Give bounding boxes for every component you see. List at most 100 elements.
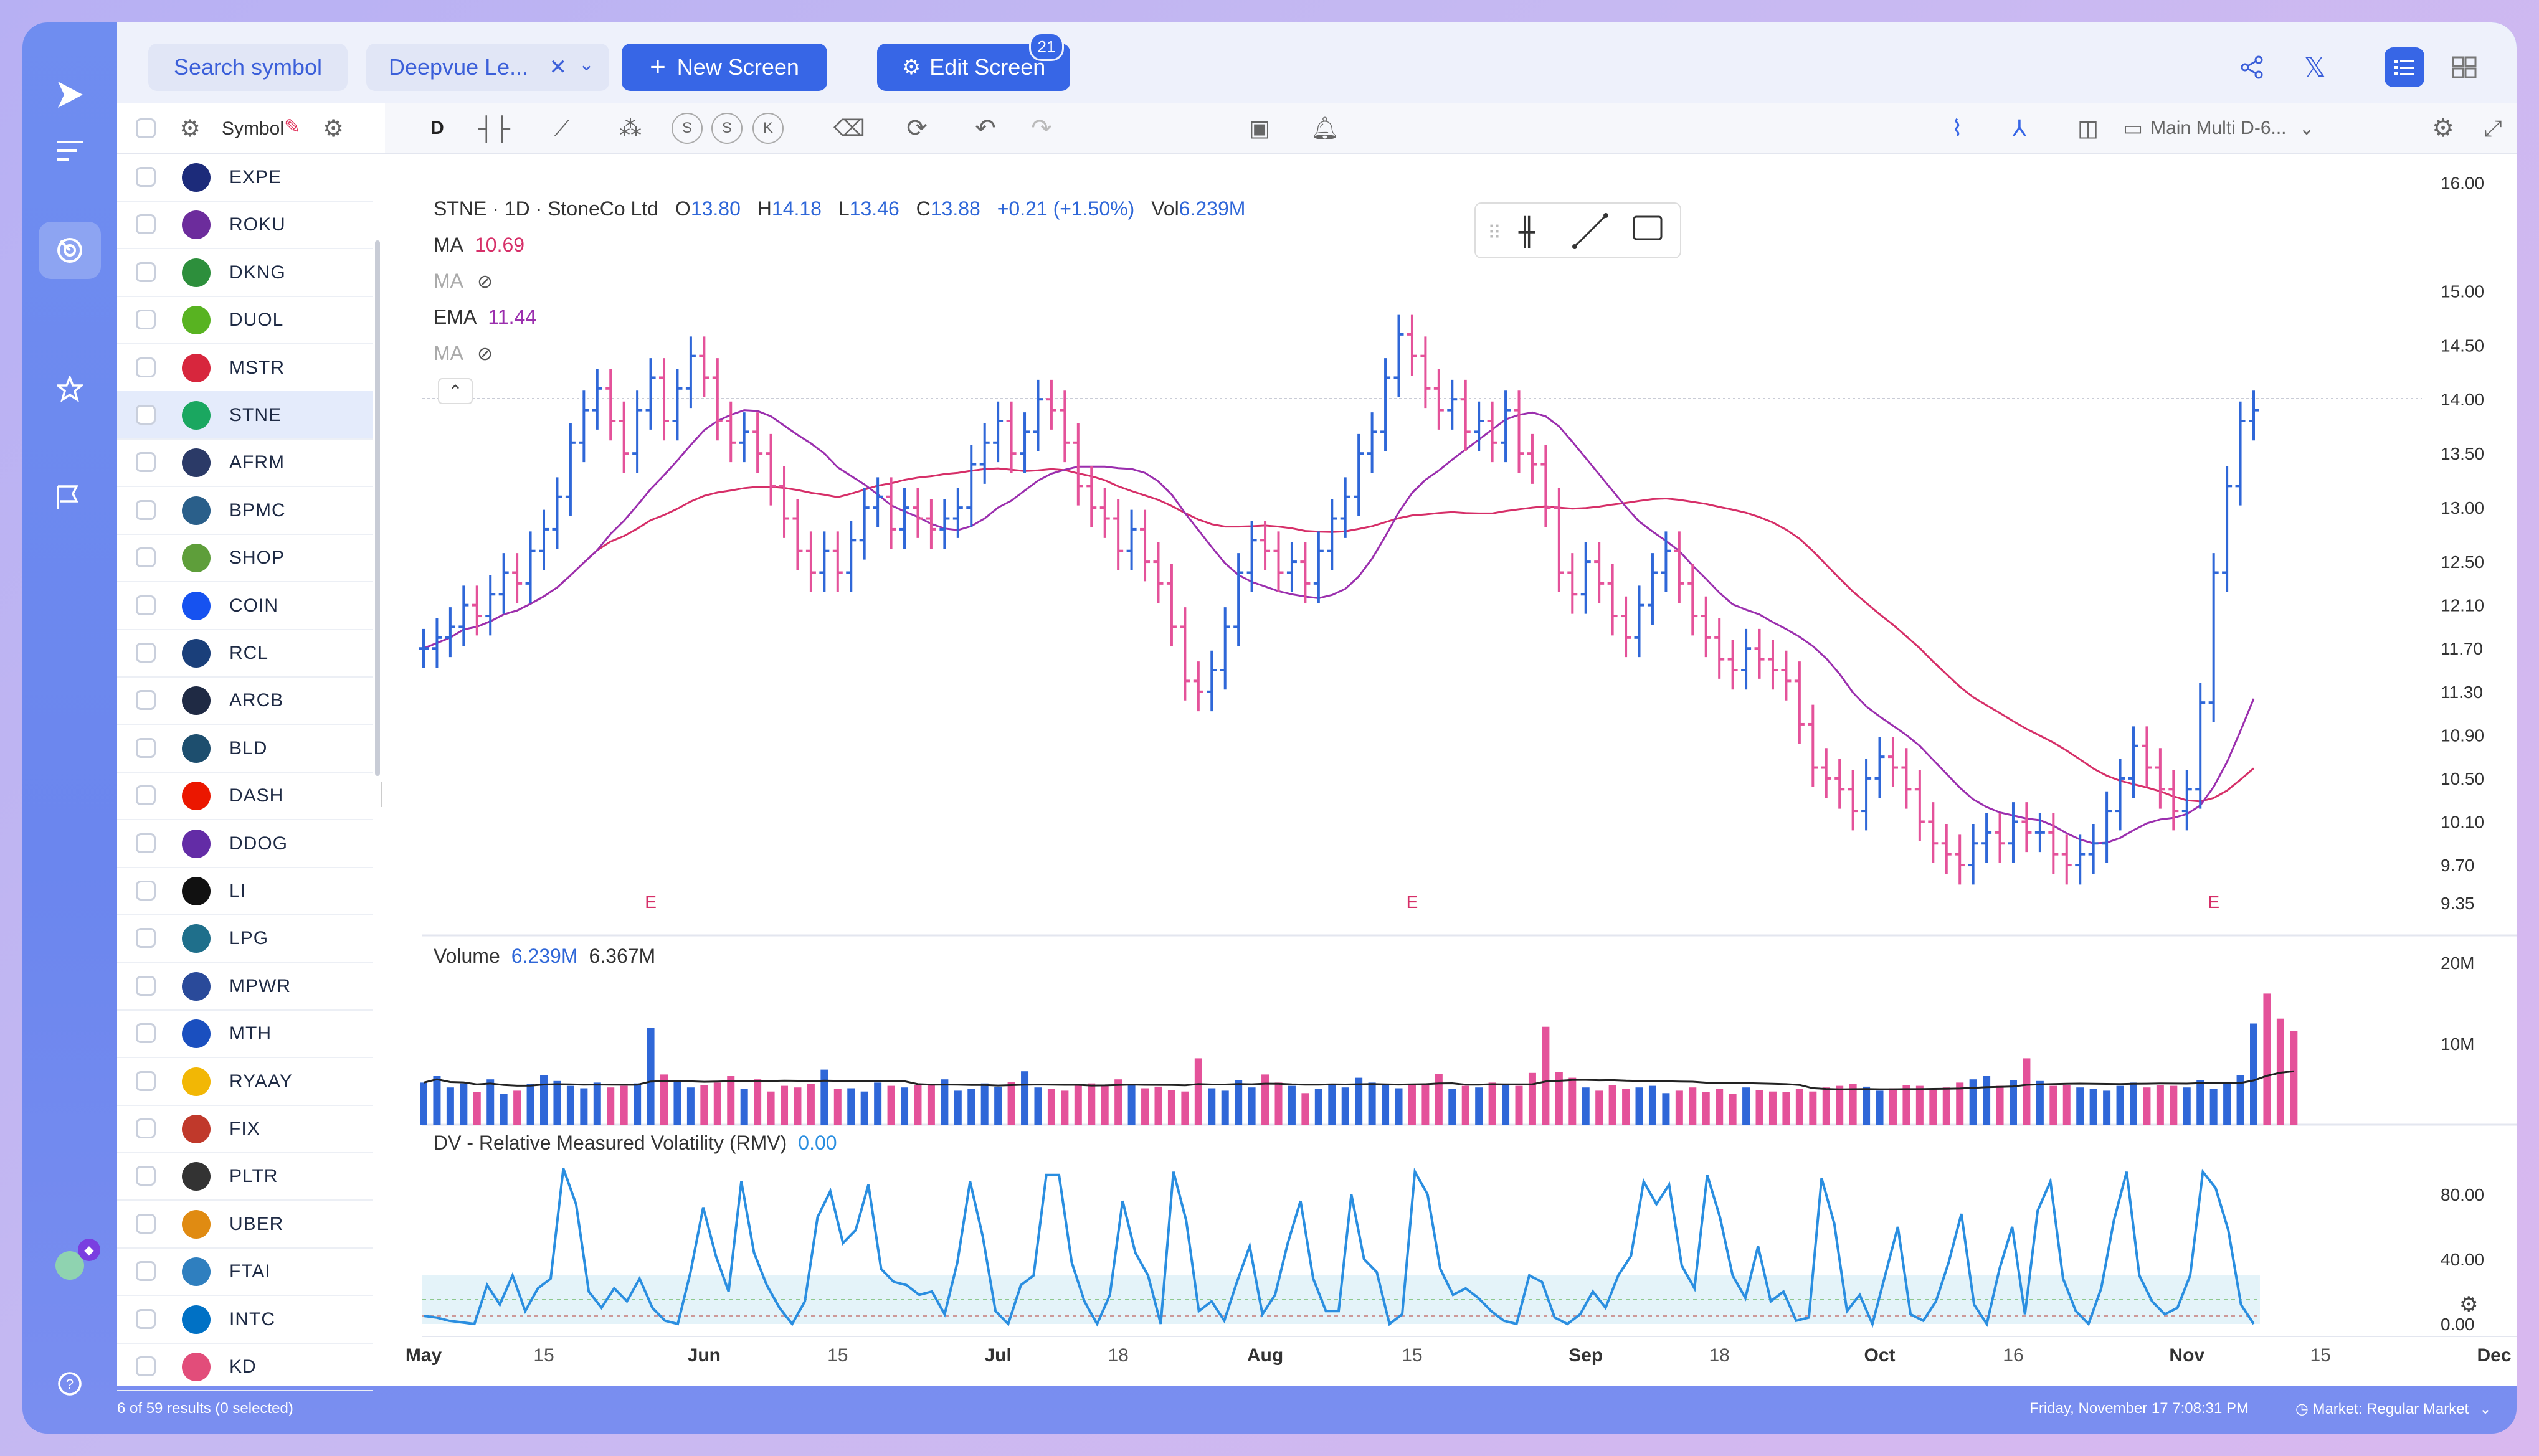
row-checkbox[interactable] — [136, 499, 156, 520]
undo-icon[interactable]: ↶ — [975, 115, 996, 142]
chevron-down-icon[interactable]: ⌄ — [578, 54, 594, 75]
ma1-legend[interactable]: MA 10.69 — [434, 234, 524, 256]
close-icon[interactable]: ✕ — [549, 55, 567, 79]
time-axis-settings-icon[interactable]: ⚙ — [2459, 1292, 2478, 1317]
symbol-column-header[interactable]: Symbol — [222, 118, 285, 139]
eraser-icon[interactable]: ⌫ — [833, 115, 865, 141]
watchlist-row[interactable]: INTC — [117, 1295, 373, 1344]
row-checkbox[interactable] — [136, 1118, 156, 1138]
ma3-legend[interactable]: MA — [434, 342, 464, 364]
symbol-search-button[interactable]: Search symbol — [148, 44, 348, 91]
pencil-icon[interactable]: ✎ — [284, 115, 301, 138]
row-checkbox[interactable] — [136, 1166, 156, 1186]
chart-svg[interactable]: E E E 16.00 15.00 14.50 14.00 13.50 13.00 12.50 1… — [385, 153, 2517, 1386]
watchlist-row[interactable]: DDOG — [117, 820, 373, 868]
collapse-legend-button[interactable] — [438, 378, 473, 404]
watchlist-row[interactable]: DKNG — [117, 248, 373, 297]
row-checkbox[interactable] — [136, 1308, 156, 1329]
watchlist-row[interactable]: BPMC — [117, 486, 373, 535]
row-checkbox[interactable] — [136, 881, 156, 901]
user-avatar[interactable]: ◆ — [39, 1237, 101, 1294]
row-checkbox[interactable] — [136, 690, 156, 711]
trendline-icon[interactable] — [1573, 214, 1607, 248]
watchlist-row[interactable]: DASH — [117, 772, 373, 821]
help-icon[interactable]: ? — [39, 1355, 101, 1412]
grid-view-icon[interactable] — [2441, 44, 2488, 91]
row-checkbox[interactable] — [136, 1023, 156, 1044]
eye-off-icon[interactable]: ⊘ — [477, 271, 493, 293]
chart-type-icon[interactable]: ⌇ — [1952, 115, 1963, 141]
drag-handle-icon[interactable]: ⠿ — [1488, 222, 1501, 244]
row-checkbox[interactable] — [136, 1261, 156, 1282]
candles-icon[interactable]: ╫ — [1518, 215, 1535, 248]
watchlist-scrollbar[interactable] — [375, 240, 380, 776]
watchlist-row[interactable]: RYAAY — [117, 1057, 373, 1106]
layout-icon[interactable]: ◫ — [2077, 115, 2099, 141]
row-checkbox[interactable] — [136, 214, 156, 235]
ma2-legend[interactable]: MA — [434, 270, 464, 292]
comment-icon[interactable] — [1633, 215, 1663, 240]
crosshair-icon[interactable]: ⅄ — [2013, 115, 2026, 141]
refresh-icon[interactable]: ⟳ — [906, 115, 928, 142]
compare-k-button[interactable]: K — [752, 113, 784, 144]
watchlist-row[interactable]: DUOL — [117, 296, 373, 345]
watchlist-row[interactable]: ROKU — [117, 201, 373, 250]
watchlist-row[interactable]: COIN — [117, 582, 373, 630]
watchlist-row[interactable]: SHOP — [117, 534, 373, 583]
gear-icon[interactable]: ⚙ — [179, 116, 201, 142]
templates-icon[interactable]: ⁂ — [619, 115, 642, 141]
market-status[interactable]: ◷ Market: Regular Market ⌄ — [2295, 1401, 2492, 1417]
row-checkbox[interactable] — [136, 785, 156, 806]
watchlist-row[interactable]: LI — [117, 867, 373, 915]
settings-icon[interactable]: ⚙ — [323, 116, 344, 142]
layout-selector[interactable]: ▭ Main Multi D-6... ⌄ — [2123, 113, 2347, 143]
select-all-checkbox[interactable] — [136, 118, 156, 138]
watchlist-row[interactable]: MTH — [117, 1009, 373, 1059]
watchlist-row[interactable]: EXPE — [117, 153, 373, 202]
redo-icon[interactable]: ↷ — [1031, 115, 1052, 142]
row-checkbox[interactable] — [136, 1356, 156, 1376]
fullscreen-icon[interactable]: ⤢ — [2484, 115, 2502, 141]
row-checkbox[interactable] — [136, 737, 156, 758]
row-checkbox[interactable] — [136, 928, 156, 948]
row-checkbox[interactable] — [136, 975, 156, 996]
chart-settings-icon[interactable]: ⚙ — [2432, 115, 2454, 142]
volume-legend[interactable]: Volume 6.239M 6.367M — [434, 945, 655, 967]
row-checkbox[interactable] — [136, 405, 156, 425]
row-checkbox[interactable] — [136, 833, 156, 853]
screener-icon[interactable] — [39, 222, 101, 279]
row-checkbox[interactable] — [136, 595, 156, 615]
row-checkbox[interactable] — [136, 547, 156, 568]
watchlist-row[interactable]: FIX — [117, 1105, 373, 1153]
row-checkbox[interactable] — [136, 452, 156, 473]
compare-s2-button[interactable]: S — [711, 113, 743, 144]
row-checkbox[interactable] — [136, 1213, 156, 1234]
watchlist-row[interactable]: AFRM — [117, 438, 373, 488]
row-checkbox[interactable] — [136, 262, 156, 282]
watchlist-row[interactable]: RCL — [117, 629, 373, 678]
interval-button[interactable]: D — [430, 118, 444, 138]
x-social-icon[interactable]: 𝕏 — [2304, 52, 2326, 83]
ema-legend[interactable]: EMA 11.44 — [434, 306, 536, 328]
screen-selector[interactable]: Deepvue Le... ✕ ⌄ — [366, 44, 609, 91]
bell-icon[interactable]: 🔔︎ — [1311, 115, 1339, 141]
row-checkbox[interactable] — [136, 357, 156, 377]
watchlist-row[interactable]: UBER — [117, 1200, 373, 1249]
alerts-flag-icon[interactable] — [39, 468, 101, 526]
row-checkbox[interactable] — [136, 310, 156, 330]
row-checkbox[interactable] — [136, 167, 156, 187]
app-logo-icon[interactable] — [39, 66, 101, 123]
compare-s1-button[interactable]: S — [672, 113, 703, 144]
list-view-icon[interactable] — [2385, 47, 2424, 87]
watchlist-row[interactable]: FTAI — [117, 1247, 373, 1297]
watchlist-row[interactable]: MPWR — [117, 962, 373, 1011]
eye-off-icon[interactable]: ⊘ — [477, 343, 493, 365]
row-checkbox[interactable] — [136, 643, 156, 663]
watchlist-row[interactable]: KD — [117, 1343, 373, 1391]
new-screen-button[interactable]: + New Screen — [622, 44, 827, 91]
menu-icon[interactable] — [39, 122, 101, 179]
watchlist-row[interactable]: MSTR — [117, 344, 373, 392]
watchlist-row[interactable]: ARCB — [117, 676, 373, 726]
watchlist-star-icon[interactable] — [39, 360, 101, 417]
indicators-icon[interactable]: ⟋ — [554, 115, 570, 141]
